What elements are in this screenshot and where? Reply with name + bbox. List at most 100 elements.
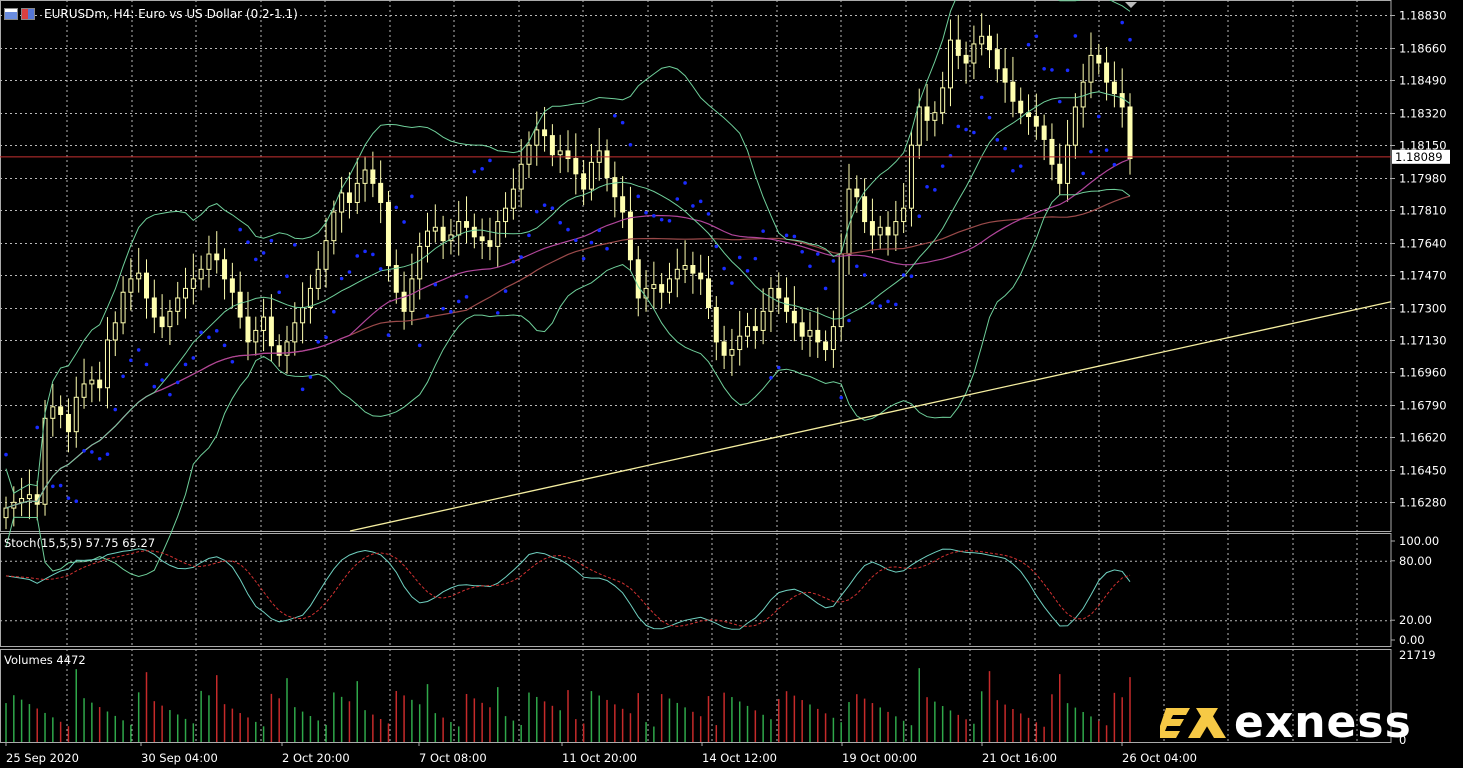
sar-dot [628,142,633,147]
sar-dot [58,483,63,488]
candle-body [42,417,48,505]
sar-dot [511,259,516,264]
sar-dot [667,219,672,223]
candle-body [487,240,493,247]
candle-body [573,158,579,175]
ma-brown-line [5,195,1131,509]
sar-dot [769,376,773,380]
sar-dot [691,204,695,208]
candle-body [635,259,641,299]
sar-dot [105,452,110,457]
candle-body [745,326,751,337]
candle-body [315,268,321,289]
sar-dot [613,113,617,118]
candle-body [932,112,938,121]
candle-body [471,226,477,238]
candle-body [1119,93,1125,108]
sar-dot [706,212,711,216]
candle-body [830,326,836,351]
candle-body [1026,112,1032,118]
candle-body [1096,54,1102,64]
price-label: 1.18490 [1399,74,1447,88]
chart-header: EURUSDm, H4: Euro vs US Dollar (0.2-1.1) [4,5,298,23]
sar-dot [534,209,539,214]
candle-body [26,494,32,500]
chart-window-icon[interactable] [4,8,18,20]
sar-dot [1050,68,1054,72]
sar-dot [355,254,360,258]
candle-body [885,226,891,236]
sar-dot [566,227,570,232]
current-price-label: 1.18089 [1395,150,1443,164]
volume-label: Volumes 4472 [4,653,86,667]
candle-body [604,150,610,179]
candle-body [643,287,649,299]
candle-body [128,278,134,293]
sar-dot [831,259,836,263]
symbol-title: EURUSDm, H4: Euro vs US Dollar (0.2-1.1) [44,7,298,21]
sar-dot [683,181,687,185]
sar-dot [1057,99,1062,104]
sar-dot [589,240,594,245]
sar-dot [917,214,922,219]
sar-dot [527,233,531,238]
price-label: 1.17810 [1399,204,1447,218]
sar-dot [261,251,266,255]
candle-body [581,173,587,190]
sar-dot [332,309,336,314]
candle-body [893,221,899,236]
candle-body [58,406,64,415]
sar-dot [386,333,391,337]
sar-dot [417,343,422,348]
candle-body [175,297,181,312]
sar-dot [269,238,274,243]
trend-line [349,301,1392,532]
candle-body [237,291,243,318]
price-label: 1.18150 [1399,139,1447,153]
sar-dot [503,289,508,293]
candle-body [510,188,516,209]
sar-dot [378,267,383,271]
candle-body [307,287,313,309]
sar-dot [652,214,656,218]
sar-dot [855,264,859,269]
candle-body [229,278,235,293]
stoch-label: Stoch(15,5,5) 57.75 65.27 [4,536,156,550]
candle-body [971,43,977,64]
stoch-axis-label: 20.00 [1399,613,1432,627]
candle-body [924,106,930,121]
candle-body [495,221,501,247]
candle-body [104,339,110,389]
price-label: 1.17980 [1399,172,1447,186]
sar-dot [300,387,305,392]
candle-body [955,39,961,56]
candle-body [1104,62,1110,83]
sar-dot [74,499,79,504]
candle-body [557,150,563,156]
time-label: 21 Oct 16:00 [982,751,1057,765]
candle-body [776,287,782,299]
sar-dot [410,194,414,199]
candle-body [908,144,914,209]
sar-dot [901,273,906,277]
sar-dot [277,290,281,295]
candle-body [987,35,992,51]
time-label: 25 Sep 2020 [6,751,79,765]
candle-body [3,507,9,519]
sar-dot [1089,149,1093,154]
candle-body [659,284,665,293]
stoch-signal-line [5,550,1131,627]
sar-dot [839,395,843,400]
sar-dot [808,264,812,269]
sar-dot [1073,34,1078,38]
candle-body [401,291,407,312]
candle-body [565,150,571,160]
price-label: 1.17130 [1399,334,1447,348]
price-label: 1.18320 [1399,107,1447,121]
sar-dot [1104,148,1109,152]
candle-body [261,316,267,331]
sar-dot [894,302,898,307]
sar-dot [246,240,250,244]
sar-dot [1003,146,1007,151]
